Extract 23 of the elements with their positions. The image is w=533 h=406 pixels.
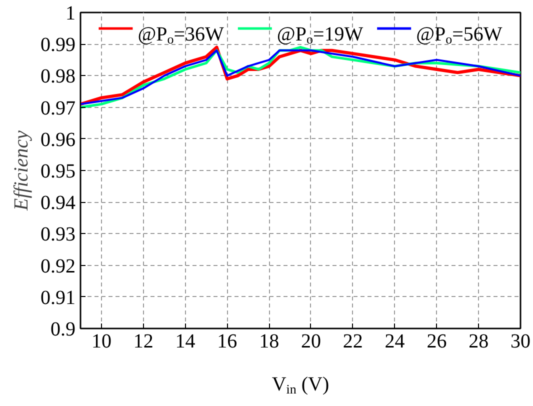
y-tick-label: 0.93 [40,224,76,246]
x-tick-label: 24 [384,330,405,352]
y-axis-title: Efficiency [10,130,32,212]
x-tick-label: 22 [342,330,363,352]
y-tick-label: 0.94 [40,192,76,214]
y-tick-label: 0.99 [40,34,76,56]
y-tick-label: 0.98 [40,66,76,88]
x-tick-label: 18 [259,330,280,352]
x-tick-label: 10 [91,330,112,352]
y-tick-label: 1 [66,2,76,24]
y-tick-label: 0.9 [50,318,76,340]
y-tick-label: 0.96 [40,128,76,151]
y-tick-label: 0.92 [40,255,76,278]
y-tick-label: 0.97 [40,97,76,120]
x-tick-label: 20 [300,330,321,352]
x-tick-label: 26 [426,330,447,352]
y-tick-label: 0.95 [40,160,76,182]
x-tick-label: 12 [133,330,154,352]
x-tick-label: 30 [510,330,530,352]
x-tick-label: 14 [175,330,196,352]
x-tick-label: 28 [468,330,489,352]
y-tick-label: 0.91 [40,286,76,309]
x-tick-label: 16 [217,330,238,352]
